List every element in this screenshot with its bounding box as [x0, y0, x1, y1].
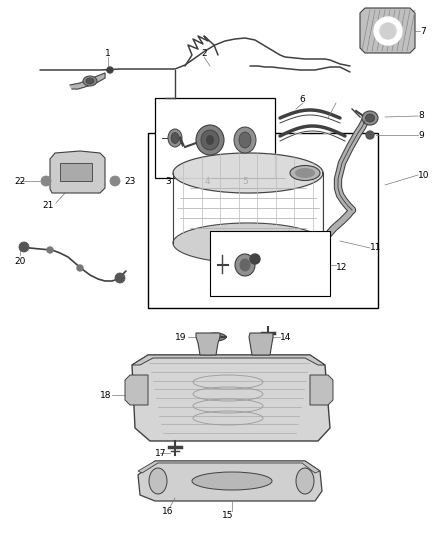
Text: 4: 4	[204, 176, 210, 185]
Ellipse shape	[206, 135, 214, 145]
Ellipse shape	[192, 472, 272, 490]
FancyBboxPatch shape	[210, 231, 330, 296]
Ellipse shape	[365, 114, 374, 122]
Text: 20: 20	[14, 256, 25, 265]
Polygon shape	[173, 153, 323, 193]
Ellipse shape	[168, 129, 182, 147]
Text: 9: 9	[418, 131, 424, 140]
Text: 17: 17	[155, 448, 166, 457]
Ellipse shape	[295, 168, 315, 178]
Circle shape	[115, 273, 125, 283]
Polygon shape	[125, 375, 148, 405]
Text: 14: 14	[280, 333, 291, 342]
Text: 22: 22	[14, 176, 25, 185]
Polygon shape	[173, 223, 323, 263]
Circle shape	[374, 17, 402, 45]
Polygon shape	[249, 333, 273, 355]
Text: 3: 3	[165, 176, 171, 185]
Polygon shape	[50, 151, 105, 193]
Polygon shape	[138, 461, 322, 501]
Ellipse shape	[234, 127, 256, 153]
Polygon shape	[132, 355, 330, 441]
Polygon shape	[196, 333, 220, 355]
Text: 7: 7	[420, 27, 426, 36]
Text: 21: 21	[42, 200, 53, 209]
Circle shape	[19, 242, 29, 252]
Circle shape	[41, 176, 51, 186]
FancyBboxPatch shape	[155, 98, 275, 178]
Circle shape	[366, 131, 374, 139]
Ellipse shape	[204, 333, 226, 341]
Ellipse shape	[235, 254, 255, 276]
Circle shape	[77, 265, 83, 271]
Text: 12: 12	[336, 263, 347, 272]
Polygon shape	[310, 375, 333, 405]
Ellipse shape	[149, 468, 167, 494]
Text: 15: 15	[222, 511, 234, 520]
Circle shape	[107, 67, 113, 73]
Text: 18: 18	[100, 391, 112, 400]
Text: 10: 10	[418, 171, 430, 180]
Polygon shape	[138, 461, 320, 473]
Text: 5: 5	[242, 176, 248, 185]
Ellipse shape	[296, 468, 314, 494]
Text: 19: 19	[262, 244, 274, 253]
Ellipse shape	[290, 166, 320, 181]
Circle shape	[110, 176, 120, 186]
Ellipse shape	[201, 130, 219, 150]
Polygon shape	[173, 153, 323, 263]
Ellipse shape	[272, 272, 292, 286]
Text: 19: 19	[174, 333, 186, 342]
Polygon shape	[132, 355, 325, 365]
Ellipse shape	[83, 76, 97, 86]
Circle shape	[47, 247, 53, 253]
Text: 23: 23	[124, 176, 135, 185]
Circle shape	[250, 254, 260, 264]
Text: 1: 1	[105, 49, 111, 58]
Ellipse shape	[196, 125, 224, 155]
Ellipse shape	[362, 111, 378, 125]
Text: 8: 8	[418, 111, 424, 120]
Ellipse shape	[240, 259, 251, 271]
Ellipse shape	[239, 132, 251, 148]
Polygon shape	[70, 73, 105, 89]
Polygon shape	[360, 8, 415, 53]
FancyBboxPatch shape	[60, 163, 92, 181]
Text: 6: 6	[299, 94, 305, 103]
FancyBboxPatch shape	[148, 133, 378, 308]
Text: 16: 16	[162, 506, 173, 515]
Ellipse shape	[276, 275, 287, 283]
Ellipse shape	[171, 133, 179, 143]
Ellipse shape	[86, 78, 94, 84]
Text: 11: 11	[370, 244, 381, 253]
Text: 2: 2	[201, 49, 207, 58]
Circle shape	[380, 23, 396, 39]
